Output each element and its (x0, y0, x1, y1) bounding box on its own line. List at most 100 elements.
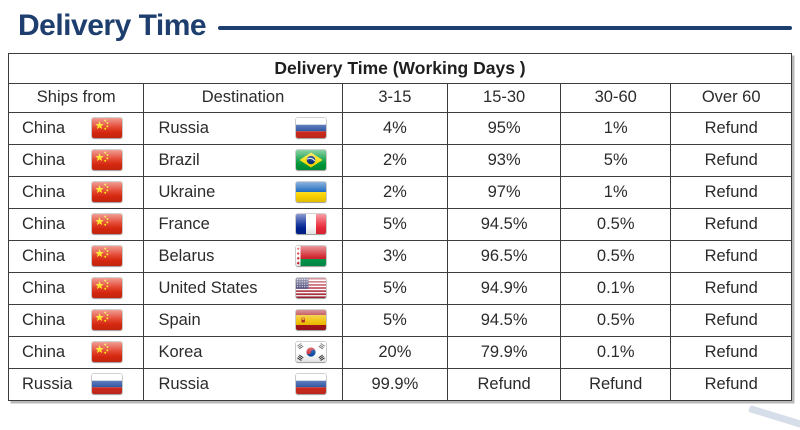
france-flag-icon (295, 214, 326, 234)
range-15-30-cell: Refund (447, 367, 561, 401)
ships-from-cell: China (7, 239, 145, 273)
range-3-15-cell: 20% (341, 335, 449, 369)
destination-content: United States (144, 278, 341, 298)
range-15-30-cell: 93% (447, 143, 561, 177)
country-label: China (22, 246, 66, 265)
range-3-15-cell: 2% (341, 175, 449, 209)
destination-content: Spain (144, 310, 341, 330)
range-over-60-cell: Refund (670, 367, 792, 401)
ships-from-content: China (9, 246, 143, 266)
column-header-30-60: 30-60 (559, 82, 672, 113)
country-label: France (158, 214, 210, 233)
range-30-60-cell: 0.5% (559, 303, 672, 337)
column-header-ships-from: Ships from (7, 82, 145, 113)
russia-flag-icon (295, 374, 326, 394)
page-header: Delivery Time (0, 0, 800, 44)
range-15-30-cell: 79.9% (447, 335, 561, 369)
united-states-flag-icon (295, 278, 326, 298)
destination-cell: United States (143, 271, 343, 305)
country-label: Korea (158, 342, 203, 361)
range-30-60-cell: 0.1% (559, 335, 672, 369)
ships-from-cell: Russia (7, 367, 145, 401)
table-row: China France 5% 94.5% 0.5% Refund (7, 207, 792, 241)
range-3-15-cell: 5% (341, 207, 449, 241)
destination-cell: Russia (143, 111, 343, 145)
table-row: China Ukraine 2% 97% 1% Refund (7, 175, 792, 209)
delivery-table-wrapper: Delivery Time (Working Days ) Ships from… (7, 52, 792, 401)
country-label: Ukraine (158, 182, 216, 201)
range-30-60-cell: 0.5% (559, 239, 672, 273)
china-flag-icon (92, 246, 123, 266)
country-label: China (22, 278, 66, 297)
column-header-destination: Destination (143, 82, 343, 113)
range-15-30-cell: 94.9% (447, 271, 561, 305)
destination-cell: Ukraine (143, 175, 343, 209)
range-over-60-cell: Refund (670, 175, 792, 209)
destination-content: Belarus (144, 246, 341, 266)
ships-from-cell: China (7, 335, 145, 369)
range-30-60-cell: 0.5% (559, 207, 672, 241)
ships-from-cell: China (7, 207, 145, 241)
range-3-15-cell: 99.9% (341, 367, 449, 401)
column-header-3-15: 3-15 (341, 82, 449, 113)
table-row: China Belarus 3% 96.5% 0.5% Refund (7, 239, 792, 273)
russia-flag-icon (295, 118, 326, 138)
ships-from-cell: China (7, 175, 145, 209)
ships-from-content: China (9, 182, 143, 202)
range-3-15-cell: 2% (341, 143, 449, 177)
ships-from-content: China (9, 342, 143, 362)
ships-from-content: China (9, 118, 143, 138)
china-flag-icon (92, 342, 123, 362)
country-label: Belarus (158, 246, 215, 265)
range-over-60-cell: Refund (670, 239, 792, 273)
column-header-row: Ships from Destination 3-15 15-30 30-60 Over … (7, 82, 792, 113)
table-row: China Russia 4% 95% 1% Refund (7, 111, 792, 145)
country-label: Brazil (158, 150, 200, 169)
table-row: China Brazil 2% 93% 5% Refund (7, 143, 792, 177)
destination-content: Ukraine (144, 182, 341, 202)
russia-flag-icon (92, 374, 123, 394)
ships-from-cell: China (7, 111, 145, 145)
country-label: Spain (158, 310, 201, 329)
china-flag-icon (92, 150, 123, 170)
destination-cell: Spain (143, 303, 343, 337)
ships-from-content: China (9, 214, 143, 234)
spain-flag-icon (295, 310, 326, 330)
country-label: Russia (22, 374, 73, 393)
range-over-60-cell: Refund (670, 111, 792, 145)
destination-content: Russia (144, 374, 341, 394)
page-title: Delivery Time (18, 9, 207, 42)
column-header-over-60: Over 60 (670, 82, 792, 113)
destination-cell: Brazil (143, 143, 343, 177)
brazil-flag-icon (295, 150, 326, 170)
china-flag-icon (92, 278, 123, 298)
caption-row: Delivery Time (Working Days ) (8, 52, 792, 84)
range-15-30-cell: 97% (447, 175, 561, 209)
country-label: China (22, 342, 66, 361)
range-3-15-cell: 4% (341, 111, 449, 145)
table-row: China United States 5% 94.9% 0.1% Refund (7, 271, 792, 305)
china-flag-icon (92, 118, 123, 138)
delivery-time-table: Delivery Time (Working Days ) Ships from… (7, 52, 792, 401)
range-15-30-cell: 96.5% (447, 239, 561, 273)
range-3-15-cell: 3% (341, 239, 449, 273)
ships-from-cell: China (7, 143, 145, 177)
destination-cell: Korea (143, 335, 343, 369)
title-rule (218, 25, 792, 30)
destination-cell: France (143, 207, 343, 241)
column-header-15-30: 15-30 (447, 82, 561, 113)
destination-content: Korea (144, 342, 341, 362)
range-15-30-cell: 95% (447, 111, 561, 145)
country-label: Russia (158, 374, 209, 393)
ships-from-cell: China (7, 303, 145, 337)
destination-cell: Belarus (143, 239, 343, 273)
range-30-60-cell: 1% (559, 111, 672, 145)
range-3-15-cell: 5% (341, 303, 449, 337)
country-label: Russia (158, 118, 209, 137)
ships-from-content: China (9, 310, 143, 330)
country-label: China (22, 214, 66, 233)
china-flag-icon (92, 310, 123, 330)
korea-flag-icon (295, 342, 326, 362)
table-row: China Spain 5% 94.5% 0.5% Refund (7, 303, 792, 337)
ukraine-flag-icon (295, 182, 326, 202)
